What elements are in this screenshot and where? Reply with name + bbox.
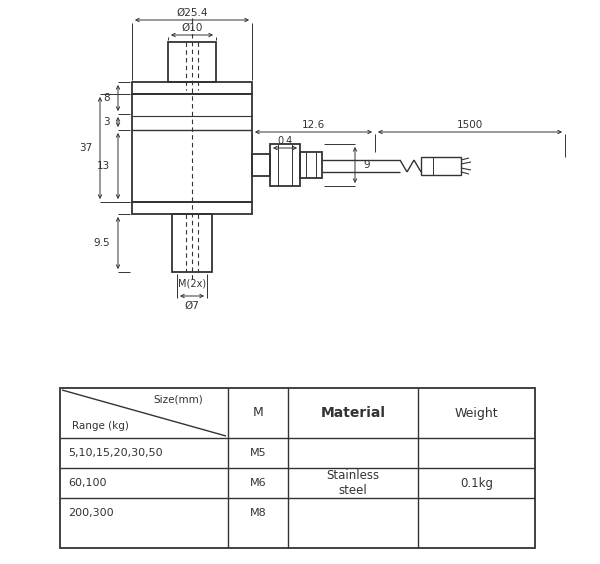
Text: 12.6: 12.6	[302, 120, 325, 130]
Text: 0.1kg: 0.1kg	[460, 477, 493, 490]
Bar	[252, 154, 270, 176]
Text: 200,300: 200,300	[68, 508, 113, 518]
Bar	[421, 157, 461, 175]
Text: Weight: Weight	[455, 407, 499, 420]
Bar	[270, 144, 300, 186]
Text: 0.4: 0.4	[277, 136, 293, 146]
Text: Range (kg): Range (kg)	[72, 421, 129, 431]
Bar	[60, 388, 535, 548]
Text: 1500: 1500	[457, 120, 483, 130]
Bar	[168, 42, 216, 82]
Bar	[300, 152, 322, 178]
Text: M(2x): M(2x)	[178, 279, 206, 289]
Bar	[172, 214, 212, 272]
Text: Ø25.4: Ø25.4	[176, 8, 208, 18]
Text: 9: 9	[363, 160, 370, 170]
Text: 13: 13	[97, 161, 110, 171]
Text: Stainless
steel: Stainless steel	[326, 469, 380, 497]
Text: 8: 8	[103, 93, 110, 103]
Text: Material: Material	[320, 406, 386, 420]
Text: 9.5: 9.5	[94, 238, 110, 248]
Text: M8: M8	[250, 508, 266, 518]
Text: 60,100: 60,100	[68, 478, 107, 488]
Text: 3: 3	[103, 117, 110, 127]
Bar	[132, 202, 252, 214]
Text: Ø10: Ø10	[181, 23, 203, 33]
Bar	[132, 94, 252, 202]
Text: M: M	[253, 407, 263, 420]
Bar	[132, 82, 252, 94]
Text: Size(mm): Size(mm)	[153, 395, 203, 405]
Text: 37: 37	[79, 143, 92, 153]
Text: M6: M6	[250, 478, 266, 488]
Text: 5,10,15,20,30,50: 5,10,15,20,30,50	[68, 448, 163, 458]
Text: Ø7: Ø7	[185, 301, 199, 311]
Text: M5: M5	[250, 448, 266, 458]
